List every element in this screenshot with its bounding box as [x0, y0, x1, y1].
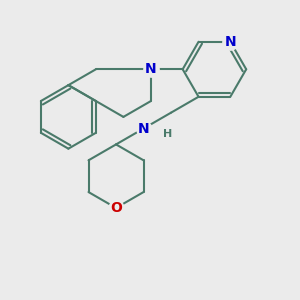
Text: H: H — [163, 129, 172, 139]
Text: N: N — [138, 122, 149, 136]
Text: N: N — [224, 35, 236, 49]
Text: N: N — [145, 62, 157, 76]
Text: O: O — [110, 201, 122, 215]
